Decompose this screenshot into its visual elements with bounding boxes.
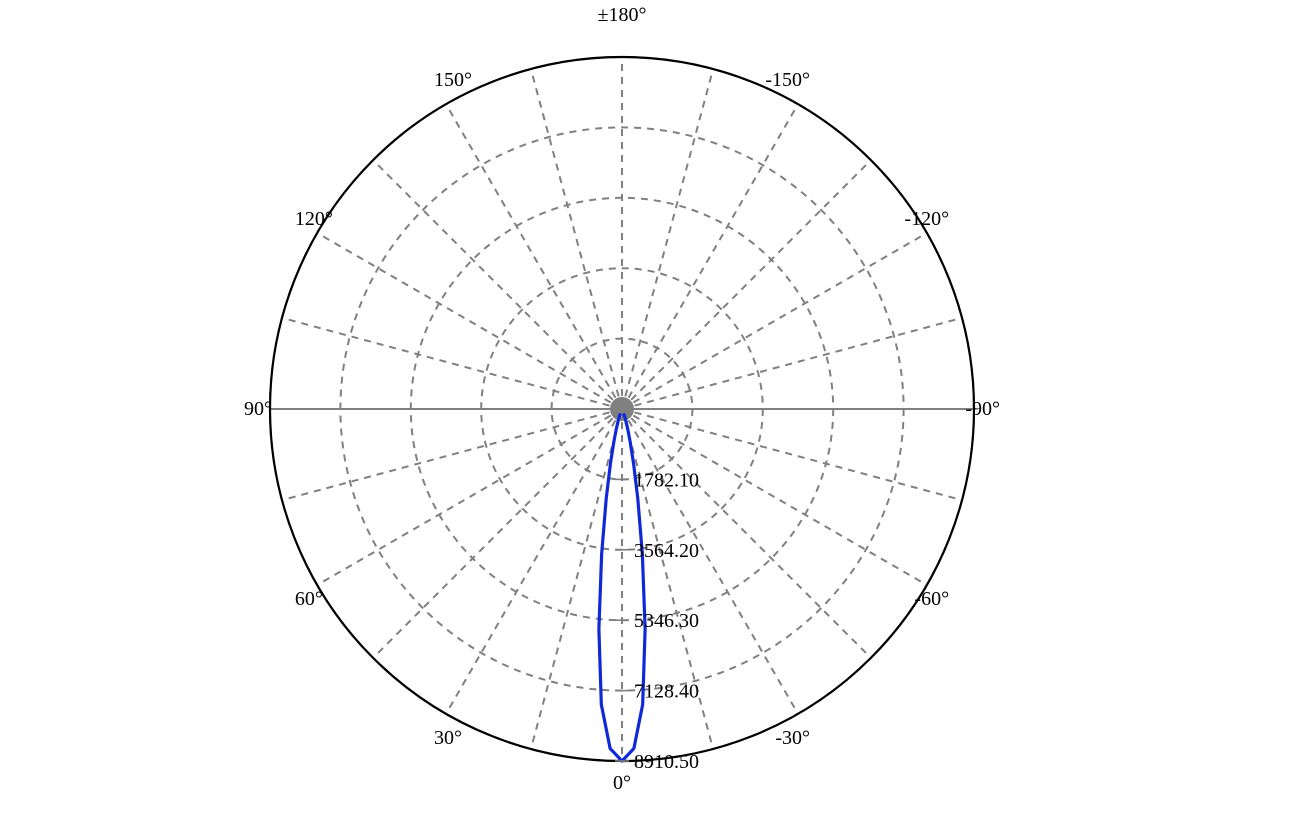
angle-label: 60° <box>295 588 323 610</box>
radial-label: 1782.10 <box>634 469 699 491</box>
angle-label: -120° <box>904 208 949 230</box>
radial-label: 7128.40 <box>634 681 699 703</box>
angle-label: 90° <box>244 398 272 420</box>
polar-chart-container: 1782.10 3564.20 5346.30 7128.40 8910.500° ±18… <box>0 0 1296 830</box>
angle-label: -150° <box>765 69 810 91</box>
angle-label: 30° <box>434 727 462 749</box>
angle-label: 120° <box>295 208 333 230</box>
angle-label: -30° <box>775 727 810 749</box>
center-dot <box>610 397 634 421</box>
angle-label: 150° <box>434 69 472 91</box>
angle-label: -90° <box>965 398 1000 420</box>
radial-label: 5346.30 <box>634 610 699 632</box>
polar-chart-svg: 1782.10 3564.20 5346.30 7128.40 8910.500° ±18… <box>0 0 1296 830</box>
angle-label: 0° <box>613 772 631 794</box>
radial-label: 3564.20 <box>634 540 699 562</box>
radial-label: 8910.50 <box>634 751 699 773</box>
angle-label: -60° <box>914 588 949 610</box>
angle-label: ±180° <box>598 4 647 26</box>
